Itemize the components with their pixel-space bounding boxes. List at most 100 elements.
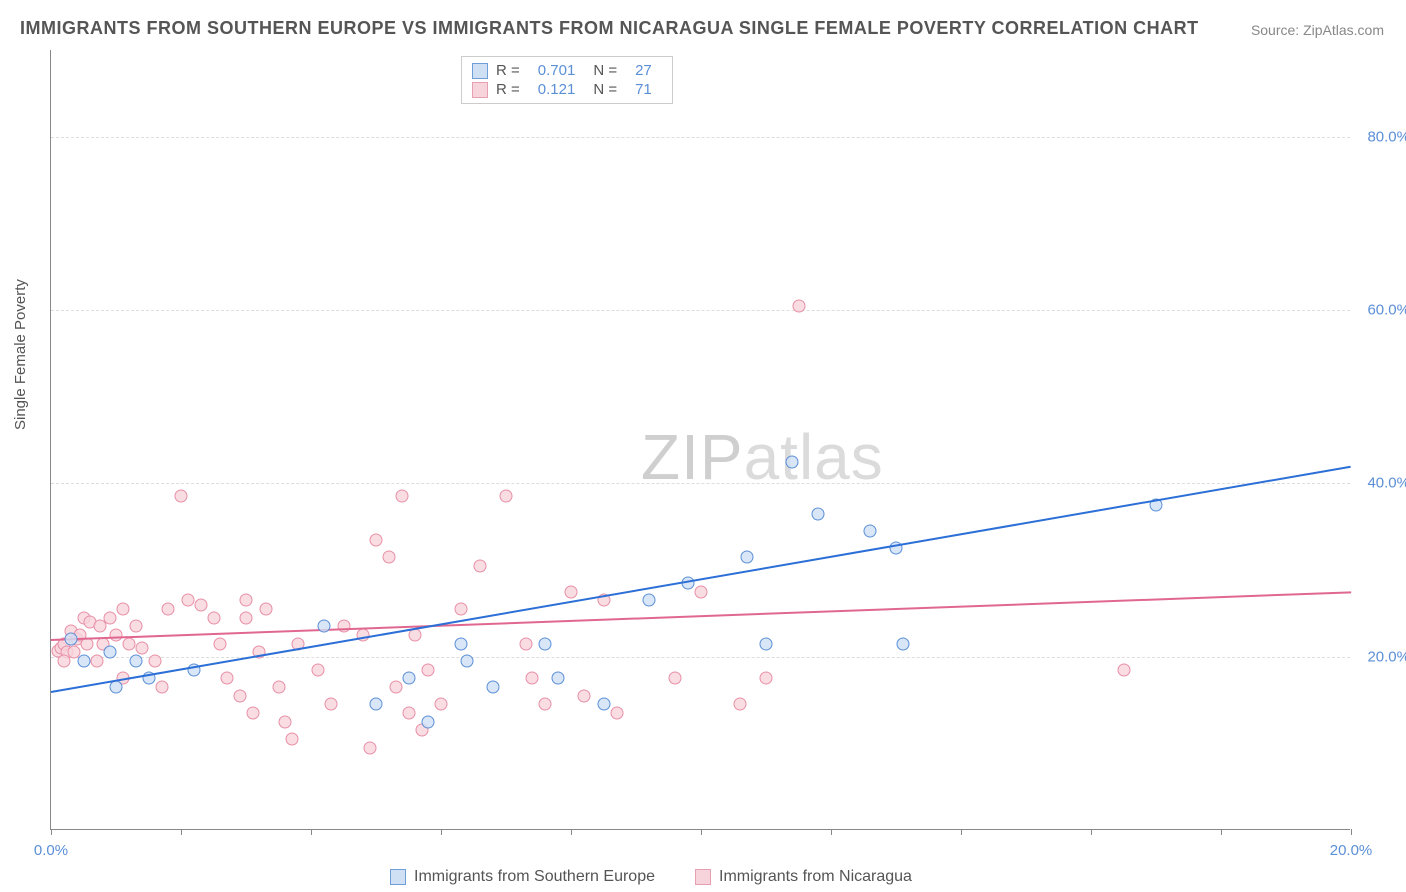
scatter-point <box>461 655 474 668</box>
scatter-point <box>454 603 467 616</box>
scatter-point <box>285 733 298 746</box>
scatter-point <box>324 698 337 711</box>
scatter-point <box>1117 663 1130 676</box>
n-value: 27 <box>635 62 652 79</box>
scatter-point <box>318 620 331 633</box>
r-value: 0.701 <box>538 62 576 79</box>
y-tick-label: 80.0% <box>1367 128 1406 145</box>
scatter-point <box>220 672 233 685</box>
stats-legend: R = 0.701 N = 27R =0.121N =71 <box>461 56 673 104</box>
x-tick-label: 20.0% <box>1330 842 1373 859</box>
scatter-point <box>64 633 77 646</box>
scatter-point <box>474 559 487 572</box>
series-legend: Immigrants from Southern Europe Immigrant… <box>390 868 912 886</box>
scatter-point <box>552 672 565 685</box>
gridline <box>51 137 1350 138</box>
scatter-point <box>136 642 149 655</box>
scatter-point <box>337 620 350 633</box>
scatter-point <box>734 698 747 711</box>
scatter-point <box>422 715 435 728</box>
scatter-point <box>240 594 253 607</box>
scatter-point <box>454 637 467 650</box>
scatter-point <box>116 603 129 616</box>
gridline <box>51 483 1350 484</box>
legend-swatch <box>695 869 711 885</box>
x-tick <box>1091 829 1092 835</box>
legend-item: Immigrants from Southern Europe <box>390 868 655 886</box>
legend-label: Immigrants from Southern Europe <box>414 868 655 886</box>
scatter-point <box>565 585 578 598</box>
x-tick <box>311 829 312 835</box>
legend-item: Immigrants from Nicaragua <box>695 868 912 886</box>
scatter-point <box>129 620 142 633</box>
legend-swatch <box>390 869 406 885</box>
n-value: 71 <box>635 81 652 98</box>
scatter-point <box>103 611 116 624</box>
scatter-point <box>597 698 610 711</box>
scatter-point <box>435 698 448 711</box>
y-tick-label: 20.0% <box>1367 648 1406 665</box>
x-tick <box>51 829 52 835</box>
scatter-point <box>896 637 909 650</box>
scatter-point <box>363 741 376 754</box>
x-tick <box>441 829 442 835</box>
legend-swatch <box>472 82 488 98</box>
scatter-point <box>58 655 71 668</box>
scatter-point <box>539 698 552 711</box>
scatter-point <box>149 655 162 668</box>
scatter-point <box>233 689 246 702</box>
scatter-point <box>311 663 324 676</box>
stats-legend-row: R =0.121N =71 <box>472 80 662 99</box>
chart-plot-area: R =0.701N =27R =0.121N =71 ZIPatlas 20.0… <box>50 50 1350 830</box>
x-tick <box>1221 829 1222 835</box>
scatter-point <box>643 594 656 607</box>
scatter-point <box>181 594 194 607</box>
scatter-point <box>864 525 877 538</box>
scatter-point <box>389 681 402 694</box>
scatter-point <box>259 603 272 616</box>
scatter-point <box>279 715 292 728</box>
legend-swatch <box>472 63 488 79</box>
scatter-point <box>370 533 383 546</box>
scatter-point <box>519 637 532 650</box>
x-tick-label: 0.0% <box>34 842 68 859</box>
scatter-point <box>246 707 259 720</box>
scatter-point <box>162 603 175 616</box>
x-tick <box>831 829 832 835</box>
source-attribution: Source: ZipAtlas.com <box>1251 22 1384 38</box>
gridline <box>51 310 1350 311</box>
scatter-point <box>240 611 253 624</box>
scatter-point <box>175 490 188 503</box>
x-tick <box>701 829 702 835</box>
scatter-point <box>760 637 773 650</box>
scatter-point <box>110 629 123 642</box>
scatter-point <box>539 637 552 650</box>
scatter-point <box>740 551 753 564</box>
scatter-point <box>214 637 227 650</box>
scatter-point <box>669 672 682 685</box>
scatter-point <box>207 611 220 624</box>
trend-line <box>51 466 1351 693</box>
scatter-point <box>578 689 591 702</box>
x-tick <box>181 829 182 835</box>
stats-legend-row: R = 0.701 N = 27 <box>472 61 662 80</box>
scatter-point <box>760 672 773 685</box>
scatter-point <box>610 707 623 720</box>
scatter-point <box>812 507 825 520</box>
x-tick <box>571 829 572 835</box>
x-tick <box>1351 829 1352 835</box>
scatter-point <box>129 655 142 668</box>
y-axis-label: Single Female Poverty <box>12 279 29 430</box>
scatter-point <box>272 681 285 694</box>
scatter-point <box>396 490 409 503</box>
scatter-point <box>383 551 396 564</box>
r-label: R = <box>496 81 520 98</box>
chart-title: IMMIGRANTS FROM SOUTHERN EUROPE VS IMMIG… <box>20 18 1199 39</box>
scatter-point <box>370 698 383 711</box>
scatter-point <box>792 299 805 312</box>
y-tick-label: 60.0% <box>1367 302 1406 319</box>
scatter-point <box>526 672 539 685</box>
n-label: N = <box>593 62 617 79</box>
r-label: R = <box>496 62 520 79</box>
scatter-point <box>695 585 708 598</box>
